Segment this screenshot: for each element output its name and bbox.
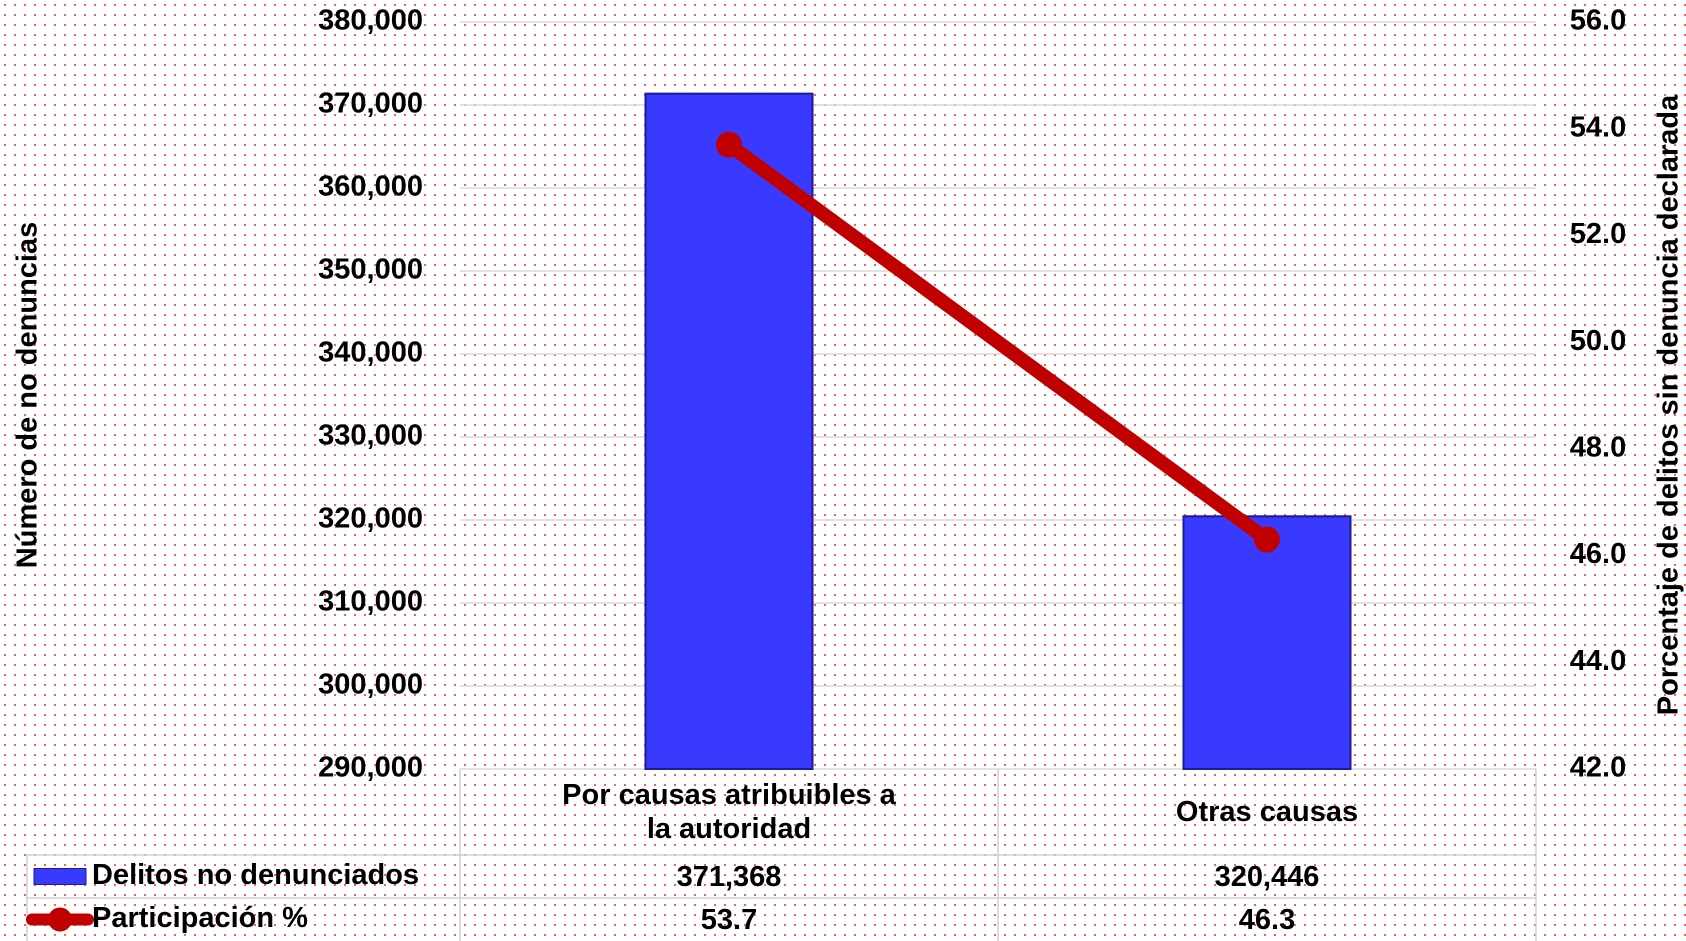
y2-tick-label: 56.0 [1570, 5, 1626, 37]
legend-label: Participación % [92, 902, 308, 934]
bar [644, 92, 814, 770]
legend-label: Delitos no denunciados [92, 859, 419, 891]
y2-axis-title: Porcentaje de delitos sin denuncia decla… [1653, 94, 1685, 715]
line-marker [716, 131, 742, 158]
y-tick-label: 340,000 [318, 337, 423, 369]
y-tick-label: 300,000 [318, 669, 423, 701]
data-table-value: 46.3 [1238, 903, 1296, 936]
data-table-value: 371,368 [676, 860, 782, 893]
y-tick-label: 370,000 [318, 88, 423, 120]
y-tick-label: 290,000 [318, 752, 423, 784]
x-tick-label: Otras causas [1175, 796, 1359, 828]
line [722, 137, 1274, 547]
legend-swatch [48, 907, 72, 932]
y-tick-label: 330,000 [318, 420, 423, 452]
y-tick-label: 310,000 [318, 586, 423, 618]
y2-tick-label: 52.0 [1570, 218, 1626, 250]
data-table-value: 320,446 [1214, 860, 1320, 893]
y-axis-title: Número de no denuncias [12, 222, 44, 568]
y-tick-label: 380,000 [318, 5, 423, 37]
y2-tick-label: 54.0 [1570, 111, 1626, 143]
y-tick-label: 350,000 [318, 254, 423, 286]
y-tick-label: 320,000 [318, 503, 423, 535]
y2-tick-label: 46.0 [1570, 538, 1626, 570]
y-tick-label: 360,000 [318, 171, 423, 203]
bar [1182, 515, 1352, 771]
y2-tick-label: 44.0 [1570, 645, 1626, 677]
y2-tick-label: 48.0 [1570, 432, 1626, 464]
x-tick-label: Por causas atribuibles a la autoridad [562, 779, 896, 845]
data-table-value: 53.7 [700, 903, 758, 936]
y2-tick-label: 50.0 [1570, 325, 1626, 357]
line-marker [1254, 526, 1280, 553]
legend-swatch [33, 868, 87, 885]
y2-tick-label: 42.0 [1570, 752, 1626, 784]
